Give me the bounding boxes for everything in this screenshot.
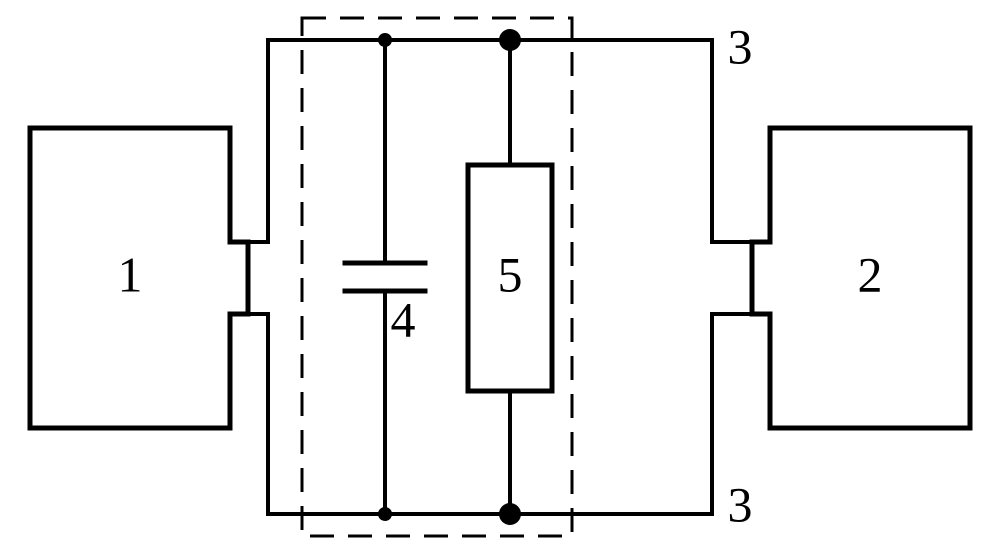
label-3-bottom: 3 [728, 476, 753, 532]
junction-dot [499, 503, 521, 525]
junction-dot [499, 29, 521, 51]
svg-text:2: 2 [858, 246, 883, 302]
label-4: 4 [391, 291, 416, 347]
label-3-top: 3 [728, 18, 753, 74]
label-5: 5 [498, 246, 523, 302]
junction-dot [378, 33, 392, 47]
junction-dot [378, 507, 392, 521]
svg-text:1: 1 [118, 246, 143, 302]
